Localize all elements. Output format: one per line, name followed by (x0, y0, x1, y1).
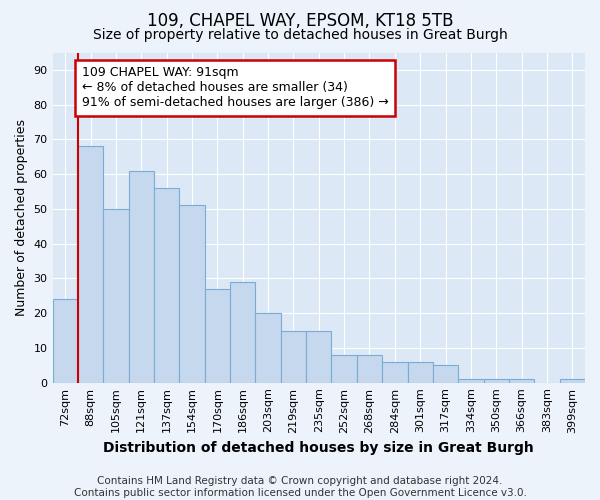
Bar (560, 379, 585, 382)
Text: 109, CHAPEL WAY, EPSOM, KT18 5TB: 109, CHAPEL WAY, EPSOM, KT18 5TB (147, 12, 453, 30)
X-axis label: Distribution of detached houses by size in Great Burgh: Distribution of detached houses by size … (103, 441, 534, 455)
Bar (179, 206, 205, 382)
Bar (281, 330, 306, 382)
Text: 109 CHAPEL WAY: 91sqm
← 8% of detached houses are smaller (34)
91% of semi-detac: 109 CHAPEL WAY: 91sqm ← 8% of detached h… (82, 66, 388, 110)
Bar (306, 330, 331, 382)
Bar (53, 300, 78, 382)
Bar (331, 355, 357, 382)
Bar (78, 146, 103, 382)
Bar (433, 366, 458, 382)
Bar (458, 379, 484, 382)
Text: Size of property relative to detached houses in Great Burgh: Size of property relative to detached ho… (92, 28, 508, 42)
Bar (103, 209, 128, 382)
Bar (484, 379, 509, 382)
Bar (382, 362, 407, 382)
Bar (205, 289, 230, 382)
Bar (154, 188, 179, 382)
Bar (509, 379, 534, 382)
Text: Contains HM Land Registry data © Crown copyright and database right 2024.
Contai: Contains HM Land Registry data © Crown c… (74, 476, 526, 498)
Y-axis label: Number of detached properties: Number of detached properties (15, 119, 28, 316)
Bar (256, 313, 281, 382)
Bar (230, 282, 256, 382)
Bar (407, 362, 433, 382)
Bar (357, 355, 382, 382)
Bar (128, 170, 154, 382)
